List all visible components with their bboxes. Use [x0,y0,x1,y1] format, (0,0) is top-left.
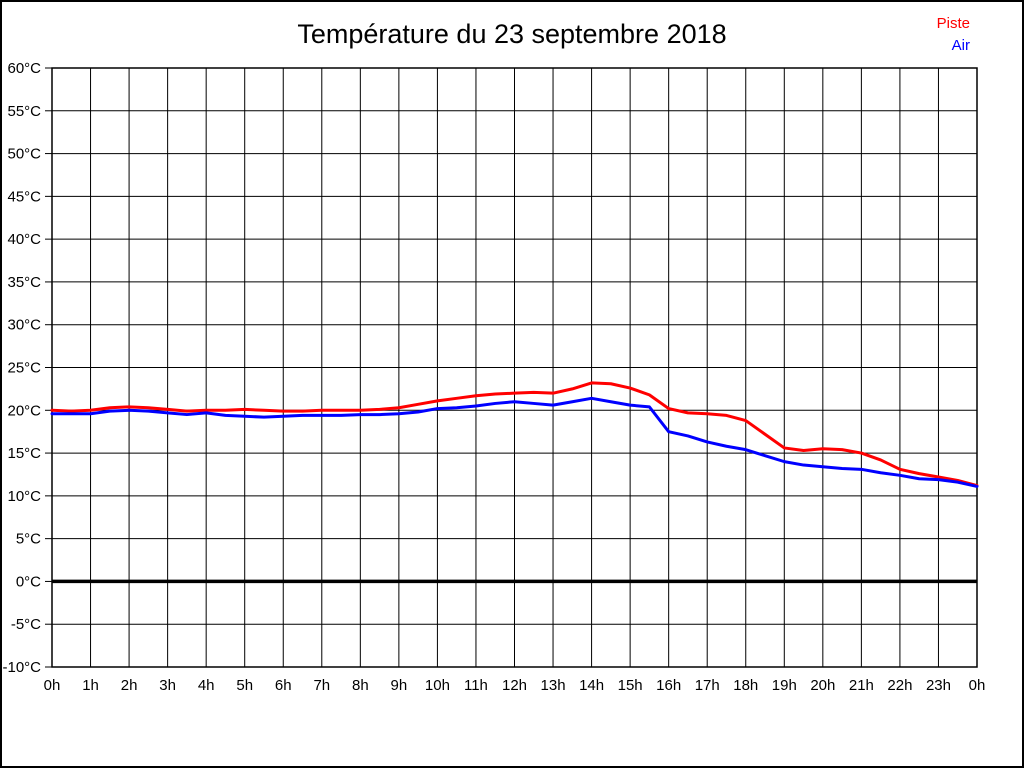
legend-item-air: Air [937,35,970,57]
x-tick-label: 0h [44,677,61,694]
y-tick-label: -5°C [11,616,41,633]
x-tick-label: 20h [810,677,835,694]
series-line-air [50,396,979,488]
y-tick-label: 50°C [7,146,41,163]
x-tick-label: 17h [695,677,720,694]
x-tick-label: 4h [198,677,215,694]
x-tick-label: 23h [926,677,951,694]
y-tick-label: 15°C [7,445,41,462]
chart-title: Température du 23 septembre 2018 [297,19,727,49]
x-tick-label: 1h [82,677,99,694]
x-tick-label: 2h [121,677,138,694]
x-tick-label: 3h [159,677,176,694]
y-tick-label: 45°C [7,188,41,205]
x-tick-label: 16h [656,677,681,694]
y-tick-label: 40°C [7,231,41,248]
x-tick-label: 8h [352,677,369,694]
y-tick-label: 20°C [7,402,41,419]
x-tick-label: 14h [579,677,604,694]
x-tick-label: 12h [502,677,527,694]
plot-frame [51,67,978,668]
x-tick-label: 0h [969,677,986,694]
legend-item-piste: Piste [937,13,970,35]
y-tick-label: 30°C [7,317,41,334]
y-tick-label: 10°C [7,488,41,505]
y-tick-label: 5°C [16,531,41,548]
series-line-piste [50,381,979,488]
y-tick-label: 0°C [16,573,41,590]
y-tick-label: 60°C [7,60,41,77]
x-tick-label: 7h [313,677,330,694]
x-tick-label: 11h [464,677,488,694]
x-tick-label: 13h [541,677,566,694]
y-tick-label: 55°C [7,103,41,120]
x-tick-label: 18h [733,677,758,694]
x-tick-label: 15h [618,677,643,694]
legend-label-air: Air [951,37,970,54]
legend: Piste Air [937,13,970,57]
x-tick-label: 6h [275,677,292,694]
x-tick-label: 19h [772,677,797,694]
legend-label-piste: Piste [936,15,970,32]
x-tick-label: 22h [887,677,912,694]
y-tick-label: 35°C [7,274,41,291]
y-tick-label: 25°C [7,360,41,377]
x-tick-label: 5h [236,677,253,694]
x-tick-label: 9h [391,677,408,694]
x-tick-label: 21h [849,677,874,694]
x-tick-label: 10h [425,677,450,694]
y-tick-label: -10°C [2,659,41,676]
